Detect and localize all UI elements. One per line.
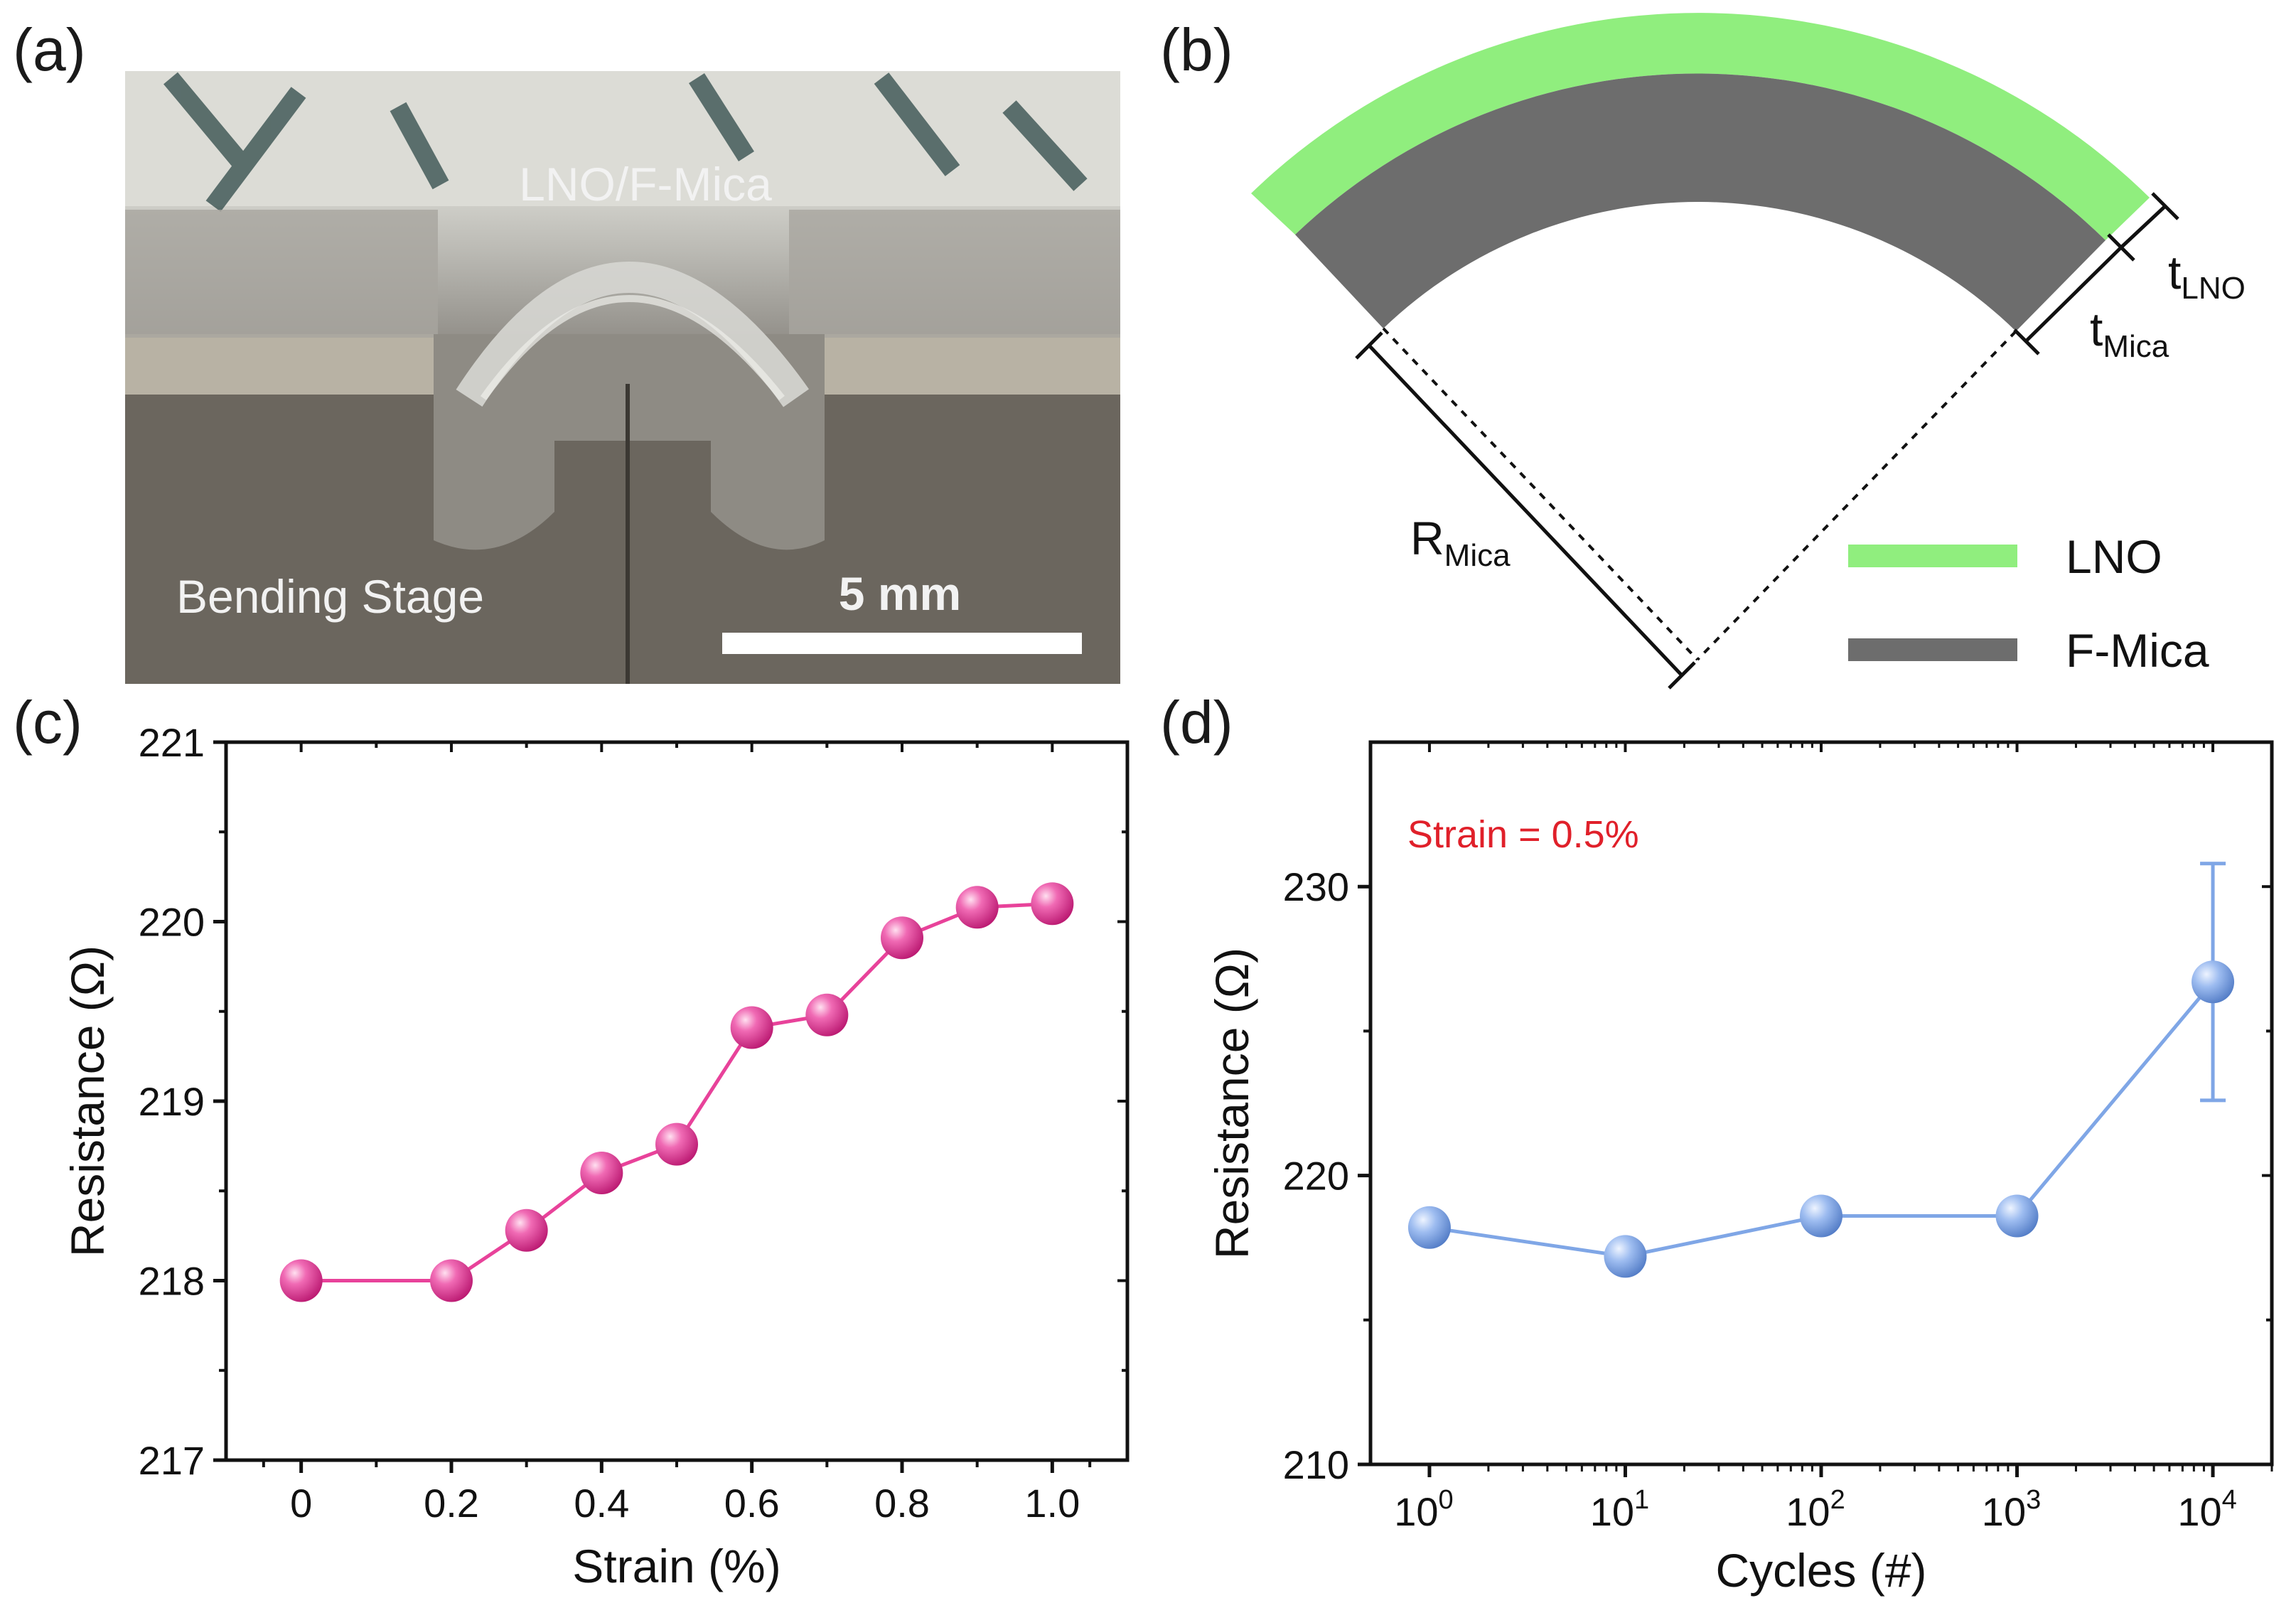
x-tick-label: 103 — [1982, 1485, 2041, 1534]
x-tick-label: 100 — [1394, 1485, 1453, 1534]
panel-label-c: (c) — [13, 689, 82, 756]
data-point — [2192, 960, 2235, 1004]
y-tick-label: 221 — [139, 720, 205, 765]
t-mica-dimension — [2024, 246, 2123, 343]
photo-panel — [125, 71, 1120, 684]
y-tick-label: 217 — [139, 1438, 205, 1483]
strain-annotation: Strain = 0.5% — [1407, 813, 1639, 856]
sample-label: LNO/F-Mica — [519, 158, 772, 210]
stage-edge-left — [125, 334, 438, 395]
x-tick-label: 0.8 — [874, 1481, 930, 1526]
r-mica-tick-bottom — [1668, 661, 1696, 690]
t-mica-tick-inner — [2013, 328, 2040, 355]
data-point — [1031, 882, 1074, 926]
stage-label: Bending Stage — [176, 570, 484, 623]
panel-label-b: (b) — [1160, 16, 1233, 83]
legend-swatch-mica — [1848, 638, 2017, 661]
bending-diagram — [1251, 13, 2179, 690]
data-point — [430, 1259, 473, 1302]
legend-label-mica: F-Mica — [2066, 624, 2209, 677]
legend-swatch-lno — [1848, 545, 2017, 567]
chart-strain-resistance: 217 218 219 220 221 0 0.2 0.4 0.6 0.8 1.0 Strain (%… — [61, 720, 1130, 1592]
data-point — [1800, 1194, 1842, 1238]
mica-layer — [1295, 73, 2105, 331]
data-point — [655, 1122, 698, 1166]
r-mica-tick-top — [1355, 331, 1383, 360]
data-point — [580, 1152, 623, 1194]
y-axis-label: Resistance (Ω) — [1206, 948, 1258, 1259]
data-point — [1604, 1235, 1647, 1278]
radius-dash-left — [1382, 327, 1699, 661]
y-axis-label: Resistance (Ω) — [61, 945, 114, 1257]
scale-bar — [722, 633, 1082, 654]
data-point — [805, 993, 849, 1036]
stage-slot — [434, 334, 825, 550]
y-tick-label: 219 — [139, 1079, 205, 1124]
stage-edge-right — [817, 334, 1120, 395]
bent-sample-highlight — [480, 295, 785, 401]
radius-dash-right — [1696, 330, 2017, 661]
paper-pattern — [163, 72, 1088, 212]
data-point — [730, 1006, 773, 1049]
t-lno-dimension — [2120, 205, 2167, 249]
t-lno-label: tLNO — [2168, 246, 2246, 306]
data-point — [505, 1208, 548, 1252]
x-tick-label: 0 — [290, 1481, 312, 1526]
panel-label-a: (a) — [13, 16, 86, 83]
series-line — [301, 901, 1053, 1282]
y-tick-label: 220 — [139, 900, 205, 945]
x-tick-label: 104 — [2177, 1485, 2236, 1534]
bent-sample — [456, 262, 809, 407]
r-mica-label: RMica — [1410, 512, 1511, 573]
legend-label-lno: LNO — [2066, 530, 2162, 583]
x-axis-label: Cycles (#) — [1715, 1544, 1926, 1597]
x-tick-label: 0.6 — [724, 1481, 780, 1526]
clamp-right — [789, 210, 1120, 338]
r-mica-dimension — [1368, 344, 1683, 677]
x-tick-label: 1.0 — [1024, 1481, 1080, 1526]
clamp-left — [125, 210, 438, 338]
data-point — [881, 916, 923, 960]
y-tick-label: 210 — [1283, 1442, 1349, 1487]
chart-cycles-resistance: 210 220 230 100 101 102 103 104 Cycles (#) Resist… — [1206, 740, 2274, 1597]
x-tick-label: 101 — [1590, 1485, 1649, 1534]
t-mica-label: tMica — [2090, 303, 2169, 364]
lno-layer — [1251, 13, 2150, 241]
data-point — [955, 886, 999, 929]
y-tick-label: 218 — [139, 1259, 205, 1304]
data-point — [1995, 1194, 2039, 1238]
data-point — [1407, 1206, 1451, 1249]
x-tick-label: 0.2 — [424, 1481, 479, 1526]
t-lno-tick-outer — [2151, 192, 2179, 220]
stage-gap — [626, 384, 630, 684]
plot-frame — [224, 740, 1130, 1462]
panel-label-d: (d) — [1160, 689, 1233, 756]
y-tick-label: 230 — [1283, 864, 1349, 909]
x-axis-label: Strain (%) — [572, 1540, 780, 1592]
y-tick-label: 220 — [1283, 1154, 1349, 1199]
x-tick-label: 102 — [1786, 1485, 1845, 1534]
scalebar-label: 5 mm — [839, 567, 961, 620]
data-point — [279, 1259, 323, 1302]
x-tick-label: 0.4 — [574, 1481, 629, 1526]
